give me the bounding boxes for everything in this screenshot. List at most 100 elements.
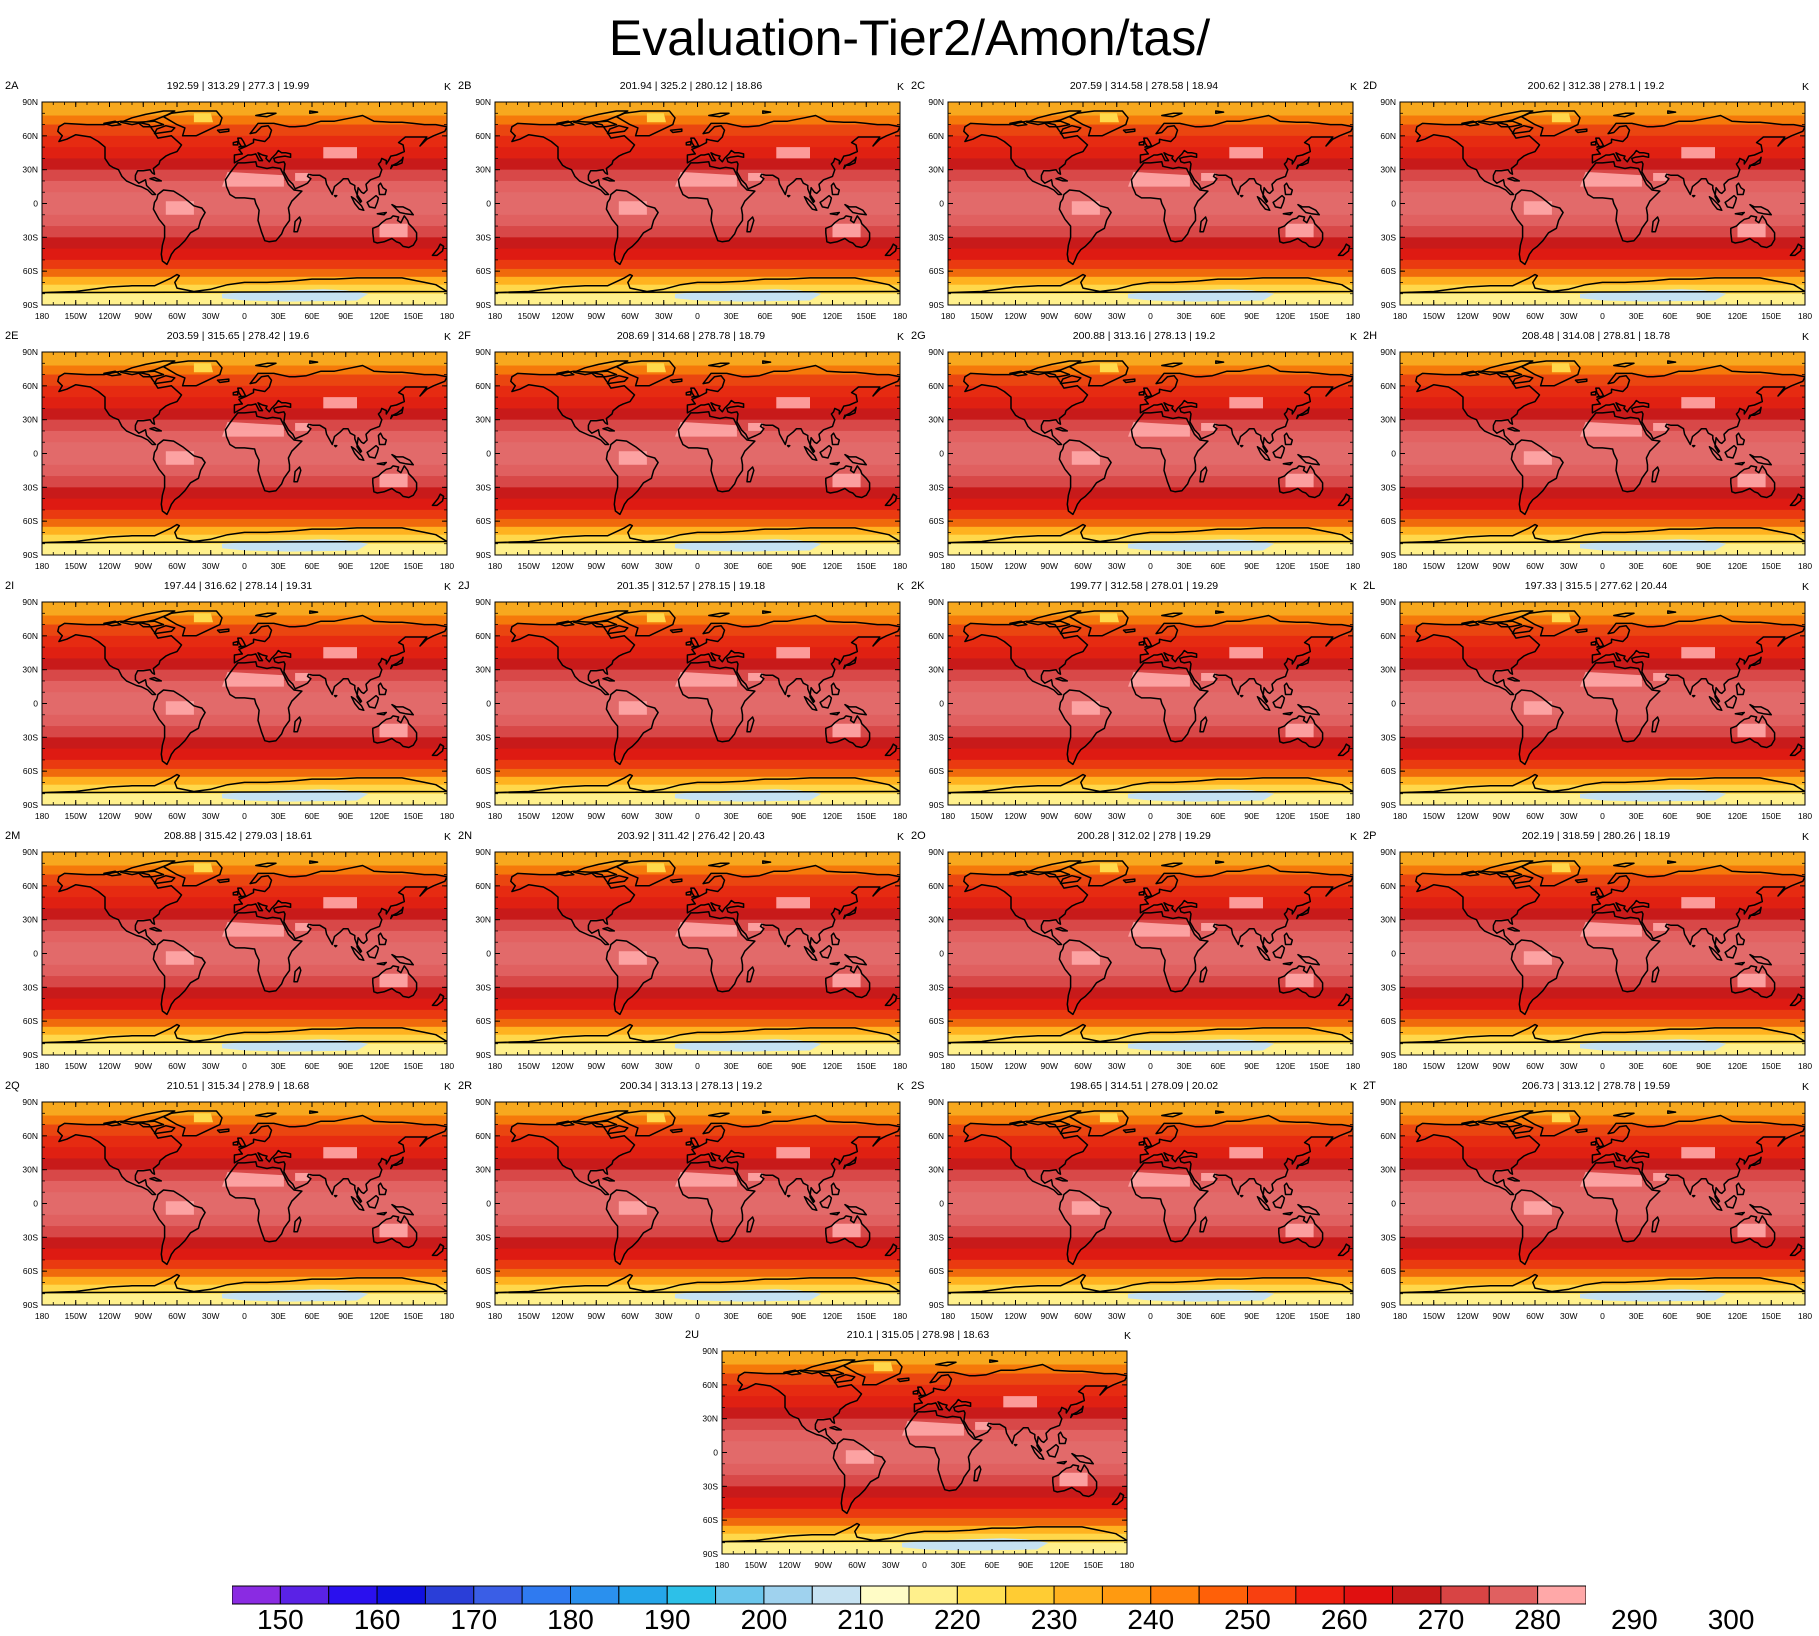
coastline	[237, 387, 247, 398]
coastline	[1199, 966, 1208, 983]
temperature-band	[495, 885, 900, 898]
lon-label: 150W	[65, 311, 87, 321]
lat-label: 90S	[1381, 550, 1396, 560]
lat-label: 90N	[1380, 1097, 1396, 1107]
lon-label: 30W	[655, 311, 672, 321]
colorbar-swatch	[1005, 1585, 1055, 1605]
lon-label: 30W	[1560, 1061, 1577, 1071]
lat-label: 90N	[1380, 847, 1396, 857]
coastline	[762, 1110, 772, 1115]
coastline	[495, 1273, 900, 1294]
temperature-band	[42, 1248, 447, 1261]
lon-label: 30E	[724, 811, 739, 821]
temperature-band	[495, 226, 900, 238]
lat-label: 90S	[1381, 1050, 1396, 1060]
map-panel-2u: 2U 210.1 | 315.05 | 278.98 | 18.63 K 90N 60N…	[682, 1329, 1134, 1579]
temperature-band	[42, 487, 447, 500]
temperature-band	[1400, 115, 1805, 126]
coastline	[309, 360, 319, 365]
warm-region	[618, 451, 647, 465]
coastline	[1582, 1161, 1661, 1243]
temperature-band	[1400, 942, 1805, 966]
temperature-band	[948, 464, 1353, 477]
lon-label: 0	[695, 811, 700, 821]
coastline	[690, 1137, 700, 1148]
colorbar-swatch	[1101, 1585, 1152, 1605]
temperature-band	[42, 1115, 447, 1126]
lon-label: 90W	[1041, 1061, 1058, 1071]
coastline	[615, 1110, 676, 1137]
temperature-field	[1400, 602, 1805, 805]
coastline	[1708, 195, 1723, 212]
lat-label: 60S	[476, 1266, 491, 1276]
temperature-band	[1400, 865, 1805, 876]
panel-id: 2Q	[5, 1080, 20, 1092]
temperature-band	[1400, 498, 1805, 511]
warm-region	[1580, 1171, 1642, 1187]
lon-label: 60W	[1074, 811, 1091, 821]
lat-label: 60N	[1380, 881, 1396, 891]
temperature-band	[495, 624, 900, 637]
coastline	[1494, 870, 1523, 878]
temperature-band	[42, 135, 447, 148]
coastline	[1461, 1120, 1480, 1127]
lat-label: 60S	[929, 516, 944, 526]
temperature-band	[42, 1259, 447, 1270]
coastline	[829, 211, 841, 216]
lon-label: 30W	[1108, 561, 1125, 571]
coastline	[162, 110, 223, 137]
lat-label: 60S	[1381, 1266, 1396, 1276]
coastline	[1337, 243, 1351, 257]
lon-label: 90W	[1493, 311, 1510, 321]
lon-label: 180	[1798, 1311, 1812, 1321]
coastline	[1510, 939, 1564, 1016]
coastline	[1026, 610, 1082, 626]
warm-region	[1737, 1223, 1766, 1238]
coastline	[390, 656, 404, 670]
lat-label: 0	[939, 199, 944, 209]
temperature-band	[495, 1018, 900, 1028]
coastline	[589, 370, 618, 378]
coastline	[884, 743, 898, 757]
temperature-band	[42, 276, 447, 286]
lon-label: 120E	[370, 1311, 390, 1321]
coastline	[366, 694, 380, 709]
lon-label: 120W	[551, 811, 573, 821]
lat-label: 90N	[1380, 597, 1396, 607]
coastline	[1009, 370, 1028, 377]
warm-region	[1059, 1472, 1088, 1487]
lon-label: 150W	[65, 561, 87, 571]
warm-region	[832, 973, 861, 988]
coastline	[963, 870, 1089, 946]
lon-label: 180	[35, 311, 49, 321]
lat-label: 0	[1391, 1199, 1396, 1209]
lon-label: 120W	[1456, 1061, 1478, 1071]
temperature-band	[495, 509, 900, 520]
lat-label: 60N	[22, 1131, 38, 1141]
warm-region	[323, 1147, 357, 1159]
temperature-band	[1400, 784, 1805, 795]
coastline	[1734, 711, 1746, 716]
colorbar-swatch	[1247, 1585, 1297, 1605]
warm-region	[776, 647, 810, 659]
warm-region	[1285, 723, 1314, 738]
lon-label: 60E	[1210, 1311, 1225, 1321]
coastline	[1199, 716, 1208, 733]
coastline	[1239, 944, 1244, 948]
coastline	[948, 773, 1353, 794]
coastline	[390, 1156, 404, 1170]
lon-label: 150W	[65, 1061, 87, 1071]
lon-label: 30W	[202, 311, 219, 321]
lon-label: 30E	[271, 1311, 286, 1321]
lon-label: 60W	[1526, 311, 1543, 321]
lon-label: 60E	[1662, 561, 1677, 571]
lon-label: 30E	[1177, 561, 1192, 571]
lon-label: 60W	[621, 1061, 638, 1071]
coastline	[1256, 1195, 1271, 1212]
temperature-band	[42, 408, 447, 421]
coastline	[917, 1386, 927, 1397]
coastline	[232, 1140, 239, 1146]
coastline	[1724, 694, 1738, 709]
temperature-band	[1400, 776, 1805, 786]
